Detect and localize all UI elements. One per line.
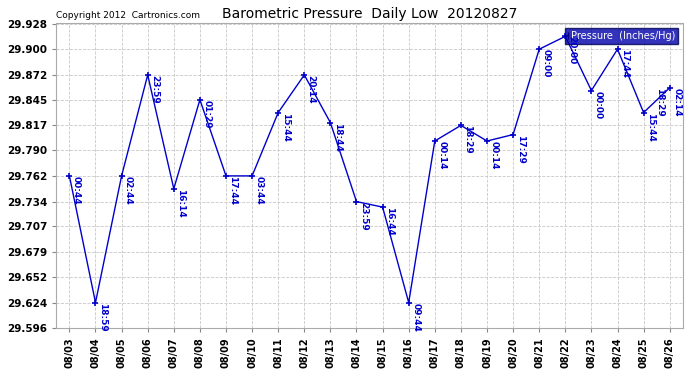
Text: 03:44: 03:44 (255, 176, 264, 205)
Text: 23:59: 23:59 (359, 202, 368, 230)
Text: 02:44: 02:44 (124, 176, 133, 205)
Text: 15:44: 15:44 (281, 112, 290, 141)
Text: 17:44: 17:44 (620, 49, 629, 78)
Text: 18:29: 18:29 (656, 88, 664, 117)
Text: 20:14: 20:14 (307, 75, 316, 104)
Text: 09:00: 09:00 (542, 49, 551, 78)
Legend: Pressure  (Inches/Hg): Pressure (Inches/Hg) (565, 28, 678, 44)
Text: 17:44: 17:44 (228, 176, 237, 205)
Text: 18:59: 18:59 (98, 303, 107, 332)
Text: 23:59: 23:59 (150, 75, 159, 104)
Text: 00:14: 00:14 (489, 141, 498, 170)
Text: 00:00: 00:00 (594, 90, 603, 118)
Title: Barometric Pressure  Daily Low  20120827: Barometric Pressure Daily Low 20120827 (222, 7, 518, 21)
Text: 15:44: 15:44 (646, 112, 655, 141)
Text: 01:29: 01:29 (202, 100, 211, 128)
Text: 18:29: 18:29 (464, 125, 473, 154)
Text: 00:44: 00:44 (72, 176, 81, 204)
Text: 18:44: 18:44 (333, 123, 342, 152)
Text: 02:14: 02:14 (672, 88, 681, 116)
Text: 17:29: 17:29 (515, 135, 524, 164)
Text: 16:14: 16:14 (176, 189, 185, 218)
Text: 16:44: 16:44 (385, 207, 394, 236)
Text: 09:44: 09:44 (411, 303, 420, 332)
Text: 00:14: 00:14 (437, 141, 446, 170)
Text: Copyright 2012  Cartronics.com: Copyright 2012 Cartronics.com (57, 12, 200, 21)
Text: 20:00: 20:00 (568, 36, 577, 64)
